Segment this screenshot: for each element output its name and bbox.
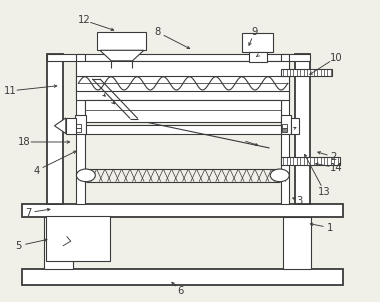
- Bar: [295, 53, 310, 204]
- Text: 9: 9: [251, 27, 258, 37]
- Bar: [281, 69, 332, 76]
- Bar: [291, 118, 299, 133]
- Text: 1: 1: [327, 223, 333, 233]
- Bar: [281, 53, 289, 204]
- Bar: [46, 216, 110, 261]
- Bar: [85, 100, 281, 122]
- Polygon shape: [54, 118, 66, 133]
- Text: 4: 4: [33, 165, 40, 175]
- Text: 13: 13: [318, 187, 331, 197]
- Bar: [281, 115, 291, 134]
- Bar: [76, 61, 289, 100]
- Ellipse shape: [270, 169, 289, 182]
- Bar: [47, 53, 310, 61]
- Ellipse shape: [76, 169, 95, 182]
- Bar: [242, 33, 273, 52]
- Bar: [76, 124, 81, 127]
- Bar: [75, 115, 86, 134]
- Text: 12: 12: [78, 15, 90, 25]
- Bar: [22, 204, 344, 217]
- Bar: [47, 53, 63, 204]
- Bar: [281, 157, 340, 165]
- Bar: [22, 269, 344, 285]
- Bar: [44, 217, 73, 269]
- Bar: [282, 124, 287, 127]
- Text: 3: 3: [297, 196, 303, 206]
- Bar: [97, 32, 146, 50]
- Text: 6: 6: [177, 286, 184, 296]
- Text: 5: 5: [16, 241, 22, 251]
- Text: 11: 11: [4, 86, 17, 96]
- Text: 8: 8: [155, 27, 161, 37]
- Bar: [282, 128, 287, 132]
- Text: 14: 14: [329, 162, 342, 172]
- Bar: [76, 128, 81, 132]
- Bar: [66, 118, 76, 133]
- Text: 10: 10: [329, 53, 342, 63]
- Bar: [249, 52, 267, 62]
- Polygon shape: [100, 50, 144, 61]
- Bar: [76, 53, 85, 204]
- Bar: [86, 124, 281, 133]
- Text: 2: 2: [331, 152, 337, 162]
- Bar: [283, 217, 311, 269]
- Text: 7: 7: [25, 208, 31, 218]
- Text: 18: 18: [18, 137, 30, 147]
